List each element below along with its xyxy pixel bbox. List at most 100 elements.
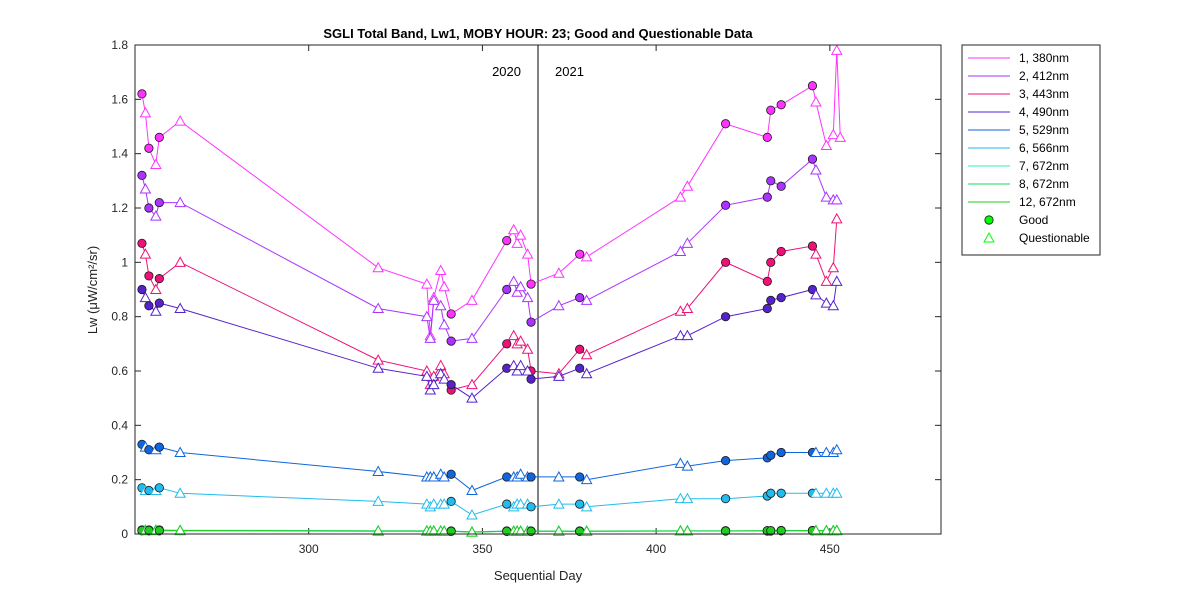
data-point-questionable [139, 182, 152, 194]
data-point-questionable [514, 229, 527, 240]
data-point-questionable [580, 250, 593, 262]
series-group [137, 275, 843, 403]
data-point-questionable [552, 267, 565, 278]
data-point-good [154, 483, 164, 493]
data-point-questionable [580, 500, 593, 512]
data-point-good [762, 276, 772, 286]
legend-entry-label: 8, 672nm [1019, 177, 1069, 191]
data-point-good [721, 526, 731, 536]
legend: 1, 380nm 2, 412nm 3, 443nm 4, 490nm 5, 529nm… [961, 44, 1101, 256]
data-point-questionable [810, 163, 822, 175]
data-point-good [575, 293, 585, 303]
data-point-questionable [681, 180, 694, 191]
y-tick-label: 1.2 [111, 201, 128, 215]
data-point-questionable [514, 359, 527, 371]
data-point-questionable [820, 139, 833, 151]
data-point-good [144, 301, 154, 311]
x-axis-label: Sequential Day [494, 568, 583, 583]
data-point-questionable [820, 446, 833, 457]
data-point-good [766, 526, 776, 536]
data-point-questionable [810, 288, 822, 300]
data-point-good [154, 132, 164, 142]
data-point-good [766, 488, 776, 498]
legend-entry-label: Good [1019, 213, 1048, 227]
data-point-questionable [521, 291, 534, 303]
data-point-questionable [438, 280, 451, 292]
data-point-questionable [820, 487, 833, 498]
data-point-good [807, 241, 818, 251]
data-point-questionable [511, 364, 524, 376]
data-point-questionable [681, 492, 694, 504]
data-point-questionable [139, 106, 152, 118]
chart-title: SGLI Total Band, Lw1, MOBY HOUR: 23; Goo… [323, 26, 753, 41]
data-point-good [446, 336, 456, 346]
data-point-good [807, 81, 818, 91]
data-point-questionable [174, 302, 187, 314]
data-point-good [526, 279, 536, 289]
data-point-good [766, 295, 776, 305]
data-point-questionable [580, 367, 593, 379]
y-axis-label: Lw (μW/cm²/sr) [85, 246, 100, 334]
data-point-questionable [810, 96, 822, 107]
data-point-good [446, 496, 456, 506]
data-point-good [446, 469, 456, 479]
data-point-questionable [434, 299, 447, 311]
plot-area: 300 350 400 450 0 0.2 0.4 0.6 0.8 1 1.2 1.4 1.6 1.8 20… [111, 38, 941, 556]
data-point-questionable [507, 329, 520, 341]
data-point-good [776, 447, 786, 458]
data-point-questionable [810, 487, 822, 498]
data-point-good [807, 154, 818, 164]
legend-marker-good [984, 215, 994, 225]
legend-entry-label: 6, 566nm [1019, 141, 1069, 155]
data-point-questionable [827, 299, 840, 311]
data-point-questionable [827, 128, 840, 140]
data-point-good [154, 525, 164, 536]
data-point-good [776, 181, 786, 191]
data-point-good [144, 143, 154, 153]
data-point-good [144, 203, 154, 213]
data-point-questionable [149, 305, 162, 316]
legend-entry-label: 2, 412nm [1019, 69, 1069, 83]
data-point-questionable [149, 210, 162, 221]
data-point-good [776, 488, 786, 498]
data-point-questionable [139, 248, 152, 259]
data-point-good [154, 442, 164, 452]
data-point-questionable [372, 362, 385, 373]
data-point-questionable [674, 329, 687, 341]
data-point-good [446, 526, 456, 536]
data-point-questionable [674, 492, 687, 504]
data-point-questionable [438, 318, 451, 330]
data-point-questionable [521, 343, 534, 354]
data-point-questionable [174, 256, 187, 267]
x-tick-label: 400 [646, 542, 666, 556]
data-point-questionable [810, 248, 822, 259]
series-group [137, 483, 843, 520]
data-point-questionable [427, 524, 440, 536]
data-point-good [721, 312, 731, 322]
data-point-questionable [507, 275, 520, 286]
legend-entry-label: 5, 529nm [1019, 123, 1069, 137]
data-point-good [776, 526, 786, 536]
data-point-good [575, 363, 585, 373]
y-tick-label: 1.4 [111, 147, 128, 161]
data-point-questionable [834, 131, 847, 142]
data-point-good [575, 472, 585, 482]
data-point-questionable [552, 299, 565, 311]
data-point-good [721, 456, 731, 466]
y-tick-label: 0 [121, 527, 128, 541]
data-point-questionable [174, 196, 187, 208]
data-point-questionable [552, 370, 565, 381]
data-point-questionable [820, 275, 833, 286]
data-point-questionable [681, 524, 694, 536]
legend-entry-label: 4, 490nm [1019, 105, 1069, 119]
series-group [137, 212, 843, 395]
data-point-good [766, 176, 776, 186]
data-point-good [766, 257, 776, 267]
data-point-questionable [420, 370, 433, 381]
data-point-good [137, 284, 147, 295]
data-point-good [502, 284, 512, 295]
data-point-questionable [149, 158, 162, 170]
legend-entry-label: 7, 672nm [1019, 159, 1069, 173]
data-point-questionable [511, 286, 524, 297]
